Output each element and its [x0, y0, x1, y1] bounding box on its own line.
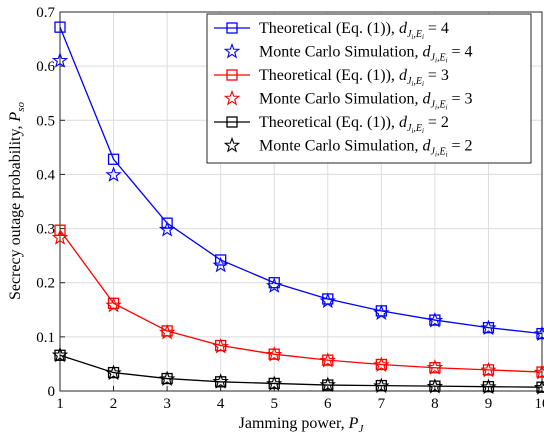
series-line [59, 26, 543, 335]
legend-square-marker [226, 69, 238, 81]
axis-ticks: 1 2 3 4 5 6 7 8 9 10 0 0.1 0.2 0.3 0.4 0.5 0.6 0.7 [36, 5, 544, 412]
series-line [59, 229, 543, 373]
x-tick-label: 1 [56, 396, 64, 412]
legend-square-marker [226, 22, 238, 34]
legend-label: Monte Carlo Simulation, dJi,Ei = 4 [259, 44, 473, 65]
series-layer [51, 21, 544, 395]
legend-entry: Monte Carlo Simulation, dJi,Ei = 3 [223, 89, 473, 112]
legend-entry: Theoretical (Eq. (1)), dJi,Ei = 2 [214, 114, 449, 135]
x-tick-label: 4 [217, 396, 225, 412]
data-point-star [105, 364, 122, 381]
data-point-star [480, 319, 497, 336]
y-tick-label: 0.3 [36, 222, 55, 238]
series-simulation-d2 [51, 346, 544, 395]
legend-star-marker [223, 42, 241, 59]
data-point-square [429, 362, 441, 374]
data-point-star [266, 277, 283, 293]
plot-area-frame [59, 11, 543, 392]
x-tick-label: 6 [324, 396, 332, 412]
data-point-star [158, 370, 176, 387]
series-simulation-d4 [51, 52, 544, 342]
data-point-star [373, 304, 390, 320]
data-point-square [322, 379, 334, 391]
data-point-star [158, 221, 176, 237]
data-point-star [319, 376, 336, 393]
legend: Theoretical (Eq. (1)), dJi,Ei = 4 Monte C… [206, 13, 532, 164]
x-tick-label: 2 [110, 396, 118, 412]
data-point-square [54, 21, 66, 33]
x-tick-label: 3 [163, 396, 171, 412]
y-tick-label: 0 [48, 384, 56, 400]
y-tick-label: 0.4 [36, 167, 55, 183]
legend-label: Theoretical (Eq. (1)), dJi,Ei = 2 [259, 114, 449, 135]
y-axis-label: Secrecy outage probability, Pso [7, 101, 27, 300]
legend-label: Monte Carlo Simulation, dJi,Ei = 3 [259, 91, 473, 112]
y-tick-label: 0.2 [36, 276, 55, 292]
data-point-square [54, 224, 66, 236]
data-point-star [105, 296, 122, 313]
data-point-star [426, 359, 444, 375]
legend-square-marker [226, 116, 238, 128]
data-point-star [533, 379, 544, 395]
x-axis-label: Jamming power, PJ [239, 415, 365, 434]
legend-entry: Monte Carlo Simulation, dJi,Ei = 2 [223, 136, 473, 159]
data-point-star [480, 378, 497, 395]
legend-star-marker [223, 136, 241, 153]
data-point-square [161, 217, 173, 229]
x-tick-label: 7 [378, 396, 386, 412]
data-point-square [54, 349, 66, 361]
data-point-star [426, 378, 444, 394]
data-point-star [266, 346, 283, 362]
data-point-star [533, 325, 544, 342]
data-point-star [212, 373, 229, 389]
legend-label: Theoretical (Eq. (1)), dJi,Ei = 4 [259, 20, 449, 41]
data-point-star [266, 375, 283, 391]
legend-entry: Theoretical (Eq. (1)), dJi,Ei = 4 [214, 20, 449, 41]
data-point-star [158, 323, 176, 340]
legend-entry: Theoretical (Eq. (1)), dJi,Ei = 3 [214, 67, 449, 88]
y-tick-label: 0.6 [36, 59, 55, 75]
data-point-star [319, 292, 336, 309]
x-tick-label: 8 [431, 396, 439, 412]
series-line [59, 354, 543, 388]
series-simulation-d3 [51, 229, 544, 380]
legend-star-marker [223, 89, 241, 106]
y-tick-label: 0.7 [36, 5, 55, 21]
x-tick-label: 10 [535, 396, 544, 412]
legend-entry: Monte Carlo Simulation, dJi,Ei = 4 [223, 42, 473, 65]
data-point-star [51, 229, 69, 245]
y-tick-label: 0.5 [36, 113, 55, 129]
data-point-square [215, 254, 227, 266]
legend-label: Monte Carlo Simulation, dJi,Ei = 2 [259, 138, 473, 159]
data-point-square [215, 376, 227, 388]
data-point-star [212, 256, 229, 273]
data-point-star [373, 356, 390, 372]
data-point-star [480, 361, 497, 378]
data-point-star [105, 166, 122, 182]
y-tick-label: 0.1 [36, 330, 55, 346]
data-point-star [533, 363, 544, 380]
data-point-star [51, 52, 69, 68]
legend-box [206, 13, 532, 164]
x-tick-label: 5 [270, 396, 278, 412]
data-point-star [212, 337, 229, 354]
data-point-star [51, 346, 69, 363]
data-point-star [319, 352, 336, 368]
data-point-star [426, 312, 444, 328]
data-point-star [373, 377, 390, 394]
legend-label: Theoretical (Eq. (1)), dJi,Ei = 3 [259, 67, 449, 88]
data-point-square [107, 153, 120, 165]
x-tick-label: 9 [485, 396, 493, 412]
